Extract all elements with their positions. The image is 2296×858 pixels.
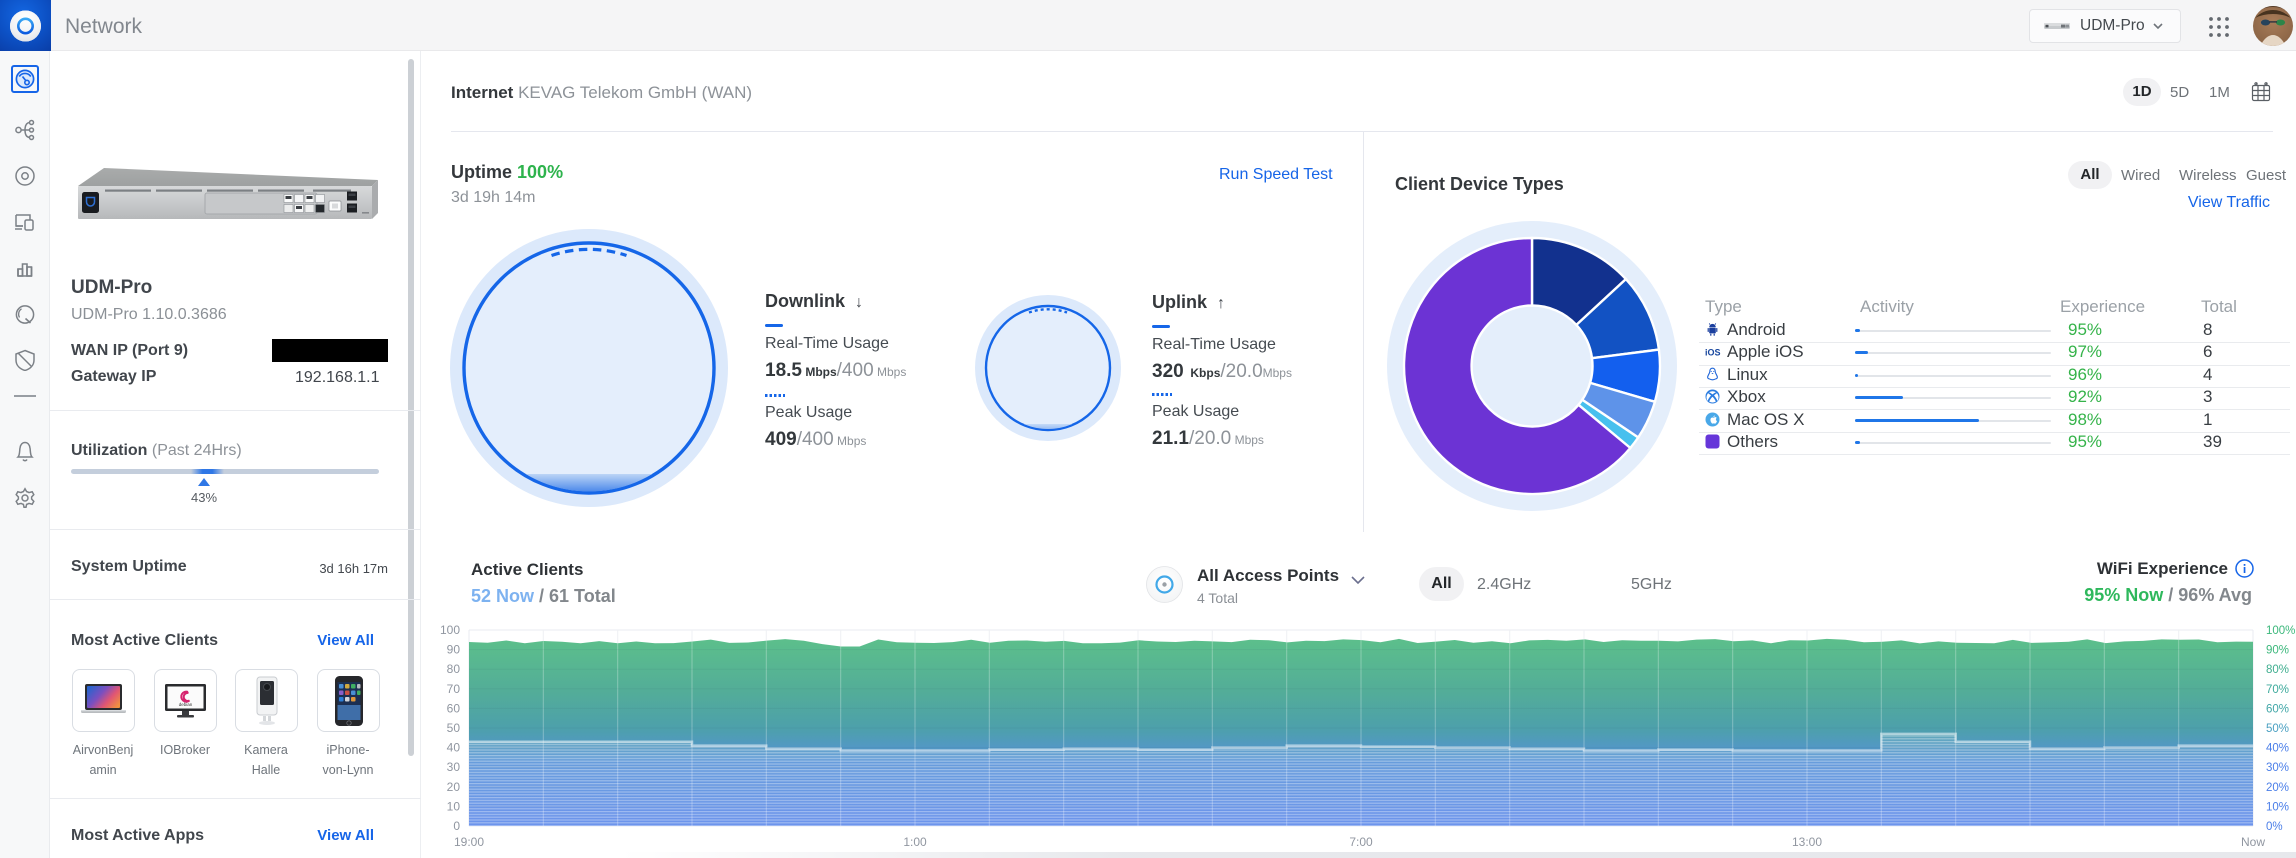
svg-text:100: 100 <box>440 623 460 637</box>
svg-text:19:00: 19:00 <box>454 835 484 849</box>
svg-text:80: 80 <box>447 662 461 676</box>
svg-text:70: 70 <box>447 682 461 696</box>
svg-text:30: 30 <box>447 760 461 774</box>
svg-text:90: 90 <box>447 643 461 657</box>
svg-text:10%: 10% <box>2266 801 2289 813</box>
svg-text:7:00: 7:00 <box>1349 835 1373 849</box>
svg-text:10: 10 <box>447 799 461 813</box>
svg-text:40: 40 <box>447 741 461 755</box>
svg-text:20%: 20% <box>2266 782 2289 794</box>
svg-text:debian: debian <box>179 702 193 707</box>
svg-text:13:00: 13:00 <box>1792 835 1822 849</box>
svg-text:50%: 50% <box>2266 723 2289 735</box>
svg-text:100%: 100% <box>2266 625 2295 637</box>
svg-text:Now: Now <box>2241 835 2265 849</box>
svg-text:50: 50 <box>447 721 461 735</box>
svg-text:40%: 40% <box>2266 743 2289 755</box>
svg-text:iOS: iOS <box>1705 348 1721 358</box>
svg-text:70%: 70% <box>2266 684 2289 696</box>
svg-text:80%: 80% <box>2266 664 2289 676</box>
svg-text:0: 0 <box>453 819 460 833</box>
svg-text:1:00: 1:00 <box>903 835 927 849</box>
svg-text:60: 60 <box>447 701 461 715</box>
svg-text:30%: 30% <box>2266 762 2289 774</box>
svg-text:60%: 60% <box>2266 703 2289 715</box>
svg-text:20: 20 <box>447 780 461 794</box>
svg-text:90%: 90% <box>2266 645 2289 657</box>
svg-text:0%: 0% <box>2266 821 2283 833</box>
